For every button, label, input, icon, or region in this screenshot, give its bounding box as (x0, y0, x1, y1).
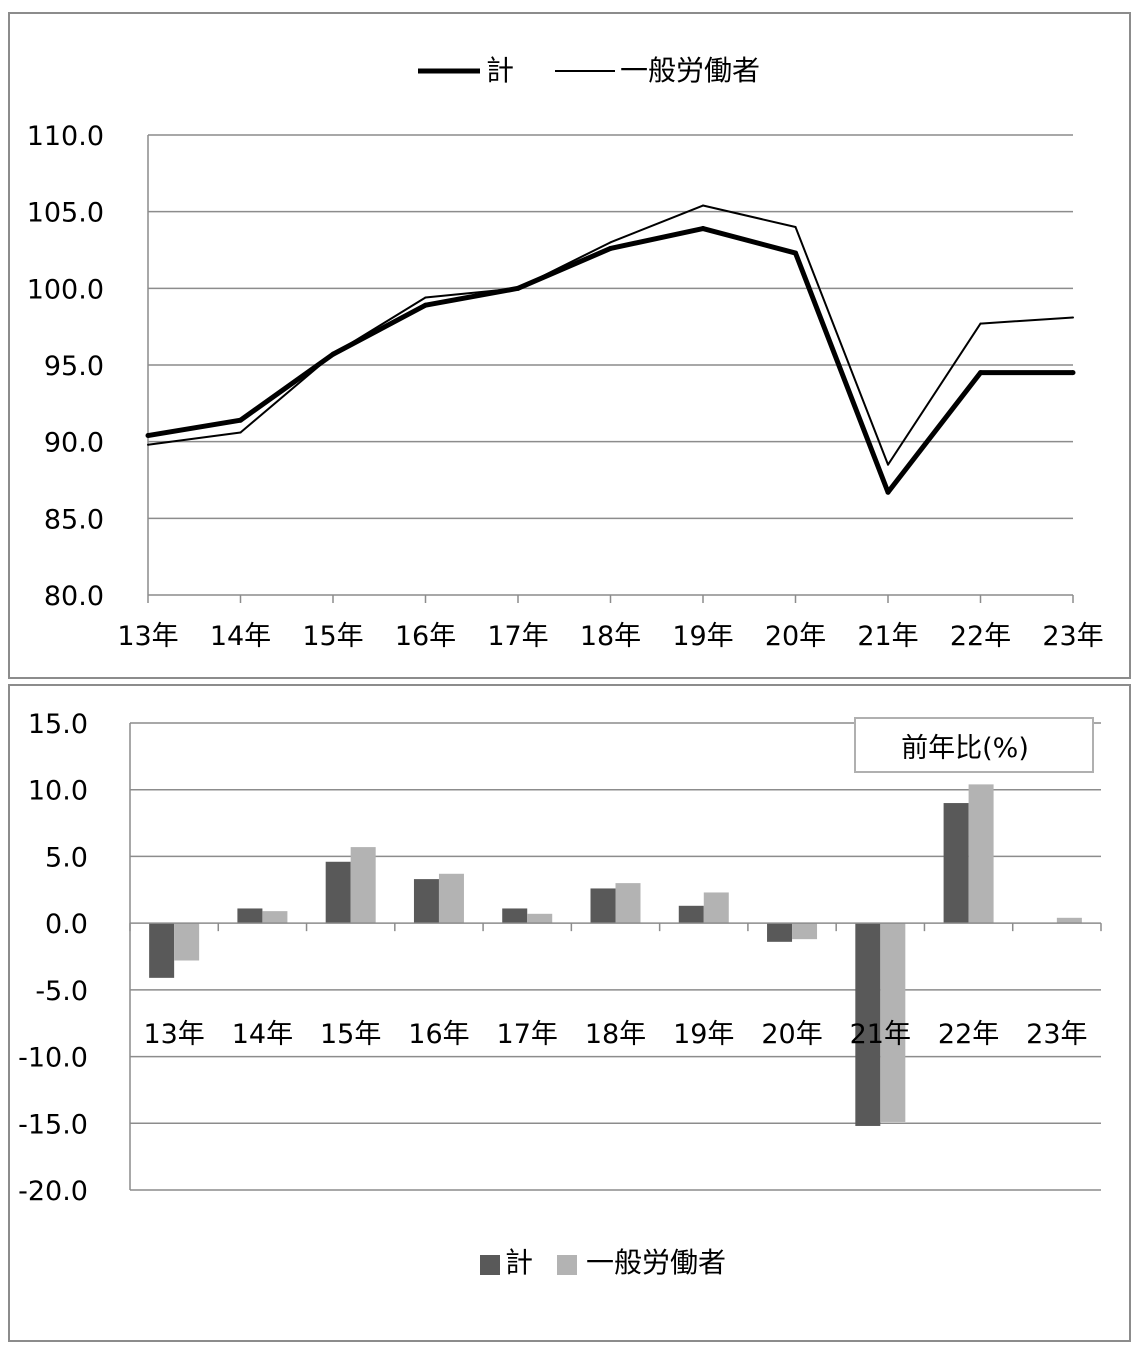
bar-1 (792, 923, 818, 940)
x-tick-label: 19年 (673, 1019, 734, 1050)
data-point (700, 226, 706, 232)
y-tick-label: -5.0 (35, 976, 88, 1007)
bar-1 (880, 923, 906, 1122)
x-tick-label: 14年 (210, 621, 271, 652)
bar-0 (502, 908, 528, 924)
x-tick-label: 22年 (938, 1019, 999, 1050)
data-point (887, 463, 889, 466)
data-point (794, 226, 797, 228)
bar-chart-title: 前年比(%) (901, 733, 1029, 764)
y-tick-label: 85.0 (44, 504, 104, 535)
x-tick-label: 17年 (487, 621, 548, 652)
bar-1 (174, 923, 200, 961)
x-tick-label: 23年 (1026, 1019, 1087, 1050)
bar-1 (1056, 917, 1082, 924)
data-point (239, 431, 242, 434)
x-tick-label: 20年 (761, 1019, 822, 1050)
x-tick-label: 22年 (950, 621, 1011, 652)
y-tick-label: 95.0 (44, 351, 104, 382)
bar-0 (678, 905, 704, 924)
x-tick-label: 18年 (585, 1019, 646, 1050)
y-tick-label: 0.0 (45, 909, 88, 940)
x-tick-label: 14年 (232, 1019, 293, 1050)
x-tick-label: 13年 (143, 1019, 204, 1050)
data-point (1072, 316, 1074, 319)
x-tick-label: 18年 (580, 621, 641, 652)
y-tick-label: 90.0 (44, 428, 104, 459)
legend-swatch-0 (480, 1255, 500, 1275)
y-tick-label: 100.0 (27, 274, 104, 305)
data-point (609, 241, 612, 244)
bar-1 (527, 913, 553, 924)
bar-1 (262, 911, 288, 924)
y-tick-label: -10.0 (18, 1043, 88, 1074)
legend-label-1: 一般労働者 (586, 1246, 726, 1279)
x-tick-label: 20年 (765, 621, 826, 652)
data-point (885, 489, 891, 495)
bar-1 (968, 784, 994, 924)
bar-1 (438, 873, 464, 924)
y-tick-label: 5.0 (45, 842, 88, 873)
x-tick-label: 21年 (850, 1019, 911, 1050)
y-tick-label: 110.0 (27, 121, 104, 152)
line-legend: 計 一般労働者 (418, 54, 760, 87)
x-tick-label: 19年 (672, 621, 733, 652)
x-tick-label: 16年 (408, 1019, 469, 1050)
data-point (423, 302, 428, 308)
y-tick-label: -15.0 (18, 1109, 88, 1140)
bar-0 (943, 803, 969, 924)
x-tick-label: 13年 (117, 621, 178, 652)
legend-label-0: 計 (505, 1246, 533, 1279)
bar-1 (615, 883, 641, 924)
x-tick-label: 17年 (497, 1019, 558, 1050)
bar-legend: 計 一般労働者 (480, 1246, 726, 1279)
bar-0 (325, 861, 351, 924)
data-point (517, 287, 519, 290)
data-point (608, 245, 613, 251)
y-tick-label: 80.0 (44, 581, 104, 612)
bar-0 (237, 908, 263, 924)
bar-chart-frame (8, 684, 1131, 1342)
bar-1 (703, 892, 729, 924)
data-point (978, 370, 983, 376)
data-point (979, 322, 982, 325)
legend-label-1: 一般労働者 (620, 54, 760, 87)
data-point (793, 250, 798, 256)
data-point (1070, 370, 1076, 376)
bar-chart: -20.0 -15.0 -10.0 -5.0 0.0 5.0 10.0 15.0 13年 14年 1… (18, 709, 1102, 1207)
y-tick-label: 10.0 (28, 776, 88, 807)
bar-1 (350, 847, 376, 924)
x-tick-label: 15年 (320, 1019, 381, 1050)
data-point (238, 417, 243, 423)
x-tick-label: 15年 (302, 621, 363, 652)
data-point (147, 443, 149, 446)
bar-0 (855, 923, 881, 1126)
y-tick-label: 15.0 (28, 709, 88, 740)
legend-swatch-1 (557, 1255, 577, 1275)
x-tick-label: 16年 (395, 621, 456, 652)
bar-0 (590, 888, 616, 924)
line-chart-frame (8, 12, 1131, 679)
legend-label-0: 計 (486, 54, 514, 87)
bar-0 (767, 923, 793, 942)
bar-title-box (854, 717, 1094, 773)
y-tick-label: -20.0 (18, 1176, 88, 1207)
line-chart: 80.0 85.0 90.0 95.0 100.0 105.0 110.0 13年 14年 15年… (27, 121, 1104, 652)
data-point (702, 204, 704, 207)
bar-0 (149, 923, 175, 978)
x-tick-label: 23年 (1042, 621, 1103, 652)
bar-0 (413, 879, 439, 924)
data-point (332, 353, 334, 356)
data-point (424, 296, 427, 299)
data-point (145, 433, 151, 439)
y-tick-label: 105.0 (27, 198, 104, 229)
x-tick-label: 21年 (857, 621, 918, 652)
